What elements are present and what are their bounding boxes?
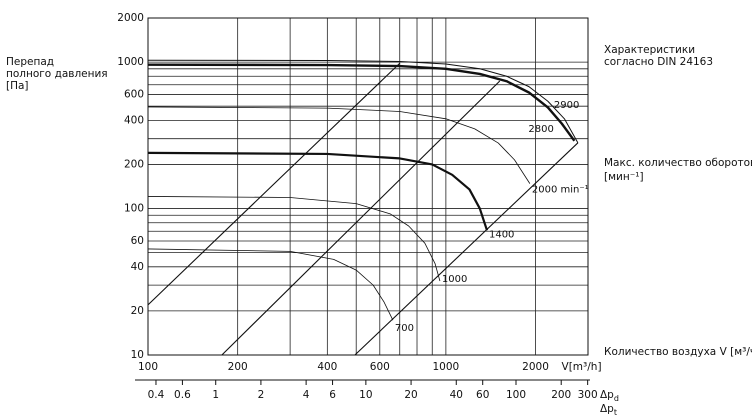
y-tick-label: 1000 [117, 56, 144, 68]
x2-label: Δpd [600, 389, 619, 403]
x2-tick-label: 60 [476, 389, 489, 401]
curve-label: 1400 [489, 229, 514, 240]
x2-tick-label: 6 [329, 389, 336, 401]
side-label: Количество воздуха V [м³/ч] [604, 346, 752, 358]
x-tick-label: 600 [370, 361, 390, 373]
fan-curve [147, 196, 441, 282]
curve-label: 2000 min⁻¹ [532, 185, 589, 196]
x-tick-label: 2000 [522, 361, 549, 373]
y-tick-label: 2000 [117, 12, 144, 24]
x2-label: Δpt [600, 403, 617, 417]
system-curve [147, 62, 401, 306]
y-tick-label: 400 [124, 114, 144, 126]
fan-curve [147, 63, 576, 142]
x-tick-label: 1000 [433, 361, 460, 373]
side-label: согласно DIN 24163 [604, 56, 713, 68]
y-tick-label: 600 [124, 89, 144, 101]
x2-tick-label: 2 [258, 389, 265, 401]
system-curve [354, 142, 579, 356]
system-curve [221, 80, 501, 356]
y-tick-label: 20 [131, 305, 144, 317]
curve-label: 1000 [442, 274, 467, 285]
x2-tick-label: 300 [578, 389, 598, 401]
x2-tick-label: 100 [506, 389, 526, 401]
y-axis-label: [Па] [6, 80, 29, 92]
x2-label-sub: d [614, 394, 619, 403]
x2-tick-label: 4 [303, 389, 310, 401]
x2-tick-label: 40 [450, 389, 463, 401]
y-tick-label: 10 [131, 349, 144, 361]
x-unit: V[m³/h] [562, 361, 602, 373]
x2-tick-label: 0.4 [148, 389, 165, 401]
y-tick-label: 40 [131, 261, 144, 273]
x2-tick-label: 1 [212, 389, 219, 401]
curve-label: 700 [395, 323, 414, 334]
curve-label: 2800 [528, 124, 553, 135]
x-tick-label: 400 [317, 361, 337, 373]
fan-curve [147, 151, 489, 231]
y-tick-label: 60 [131, 235, 144, 247]
x2-label-sub: t [614, 408, 617, 417]
fan-curve [147, 59, 579, 144]
curve-label: 2900 [554, 100, 579, 111]
x-tick-label: 100 [138, 361, 158, 373]
x2-tick-label: 20 [404, 389, 417, 401]
x2-tick-label: 0.6 [174, 389, 191, 401]
x2-tick-label: 200 [551, 389, 571, 401]
x2-tick-label: 10 [359, 389, 372, 401]
side-label: Макс. количество оборотов [604, 157, 752, 169]
y-tick-label: 200 [124, 158, 144, 170]
fan-curve [147, 248, 394, 321]
y-tick-label: 100 [124, 203, 144, 215]
y-axis-label: Перепад [6, 56, 54, 68]
side-label: Характеристики [604, 44, 695, 56]
side-label: [мин⁻¹] [604, 171, 644, 183]
y-axis-label: полного давления [6, 68, 108, 80]
fan-curve [147, 106, 531, 184]
x-tick-label: 200 [228, 361, 248, 373]
plot-frame [147, 17, 589, 356]
